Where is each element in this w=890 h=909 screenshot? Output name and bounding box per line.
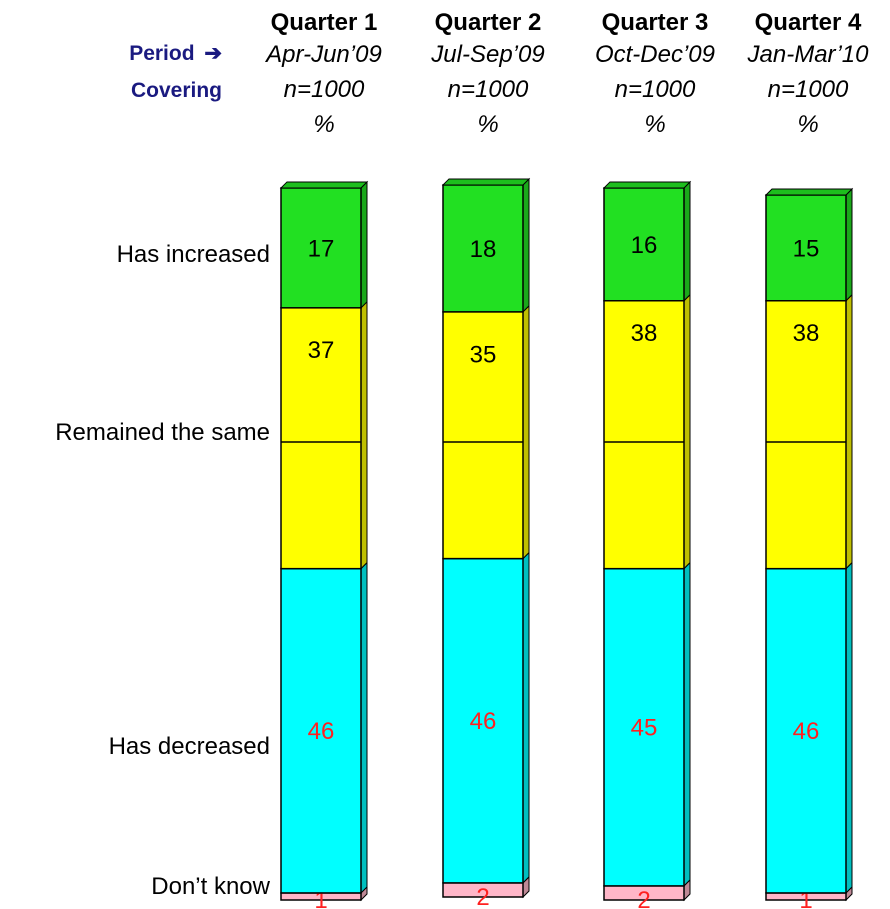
bar-segment-side (683, 561, 691, 888)
row-label-dont-know: Don’t know (151, 873, 270, 900)
bar-value-label: 2 (637, 887, 650, 909)
bar-segment-side (522, 177, 530, 314)
bar-value-label: 17 (308, 235, 335, 262)
period-label: Period ➔ (129, 42, 222, 65)
quarter-period: Jan-Mar’10 (747, 41, 870, 68)
bar-segment (280, 567, 362, 894)
row-label-has-increased: Has increased (117, 241, 270, 268)
bar-segment-side (845, 187, 853, 302)
bar-top-face (602, 181, 692, 189)
bar-value-label: 35 (470, 341, 497, 368)
quarter-period: Apr-Jun’09 (264, 41, 382, 68)
bar-segment-side (845, 293, 853, 570)
bar-value-label: 2 (476, 884, 489, 909)
bar-value-label: 38 (631, 320, 658, 347)
quarter-period: Jul-Sep’09 (430, 41, 544, 68)
bar-segment-side (522, 551, 530, 885)
bar-value-label: 18 (470, 236, 497, 263)
row-label-remained-same: Remained the same (55, 419, 270, 446)
bar-segment (603, 187, 685, 302)
bar-segment (280, 187, 362, 309)
bar-segment (442, 311, 524, 560)
bar-segment (442, 184, 524, 313)
row-label-has-decreased: Has decreased (109, 733, 270, 760)
bar-stack: 2 46 35 18 (441, 177, 531, 909)
bar-top-face (764, 188, 854, 196)
bar-segment (603, 300, 685, 570)
quarter-title: Quarter 3 (602, 9, 709, 36)
bar-top-face (441, 178, 531, 186)
bar-top-face (279, 181, 369, 189)
quarter-n: n=1000 (615, 76, 696, 103)
bar-segment-side (360, 180, 368, 310)
quarter-unit: % (797, 111, 818, 138)
quarter-unit: % (644, 111, 665, 138)
bar-segment (603, 567, 685, 887)
bar-segment (765, 567, 847, 894)
bar-value-label: 46 (793, 718, 820, 745)
quarter-title: Quarter 2 (435, 9, 542, 36)
bar-segment-side (360, 300, 368, 570)
bar-segment-side (683, 293, 691, 570)
bar-value-label: 15 (793, 235, 820, 262)
covering-label: Covering (131, 79, 222, 102)
bar-segment-side (683, 180, 691, 302)
quarter-n: n=1000 (448, 76, 529, 103)
bar-value-label: 16 (631, 232, 658, 259)
quarter-headers: Quarter 1 Apr-Jun’09 n=1000 % Quarter 2 … (264, 9, 869, 138)
bar-stack: 2 45 38 16 (602, 180, 692, 909)
quarter-title: Quarter 4 (755, 9, 862, 36)
bar-segment (765, 300, 847, 570)
quarter-period: Oct-Dec’09 (595, 41, 715, 68)
bar-value-label: 38 (793, 320, 820, 347)
bar-segment (765, 194, 847, 302)
quarter-unit: % (477, 111, 498, 138)
bar-value-label: 37 (308, 337, 335, 364)
quarter-unit: % (313, 111, 334, 138)
quarter-n: n=1000 (284, 76, 365, 103)
quarter-title: Quarter 1 (271, 9, 378, 36)
bar-segment-side (845, 561, 853, 895)
bar-value-label: 46 (470, 708, 497, 735)
bar-segment-side (522, 304, 530, 560)
quarter-n: n=1000 (768, 76, 849, 103)
bar-segment-side (360, 561, 368, 895)
bar-value-label: 46 (308, 718, 335, 745)
bar-value-label: 45 (631, 715, 658, 742)
